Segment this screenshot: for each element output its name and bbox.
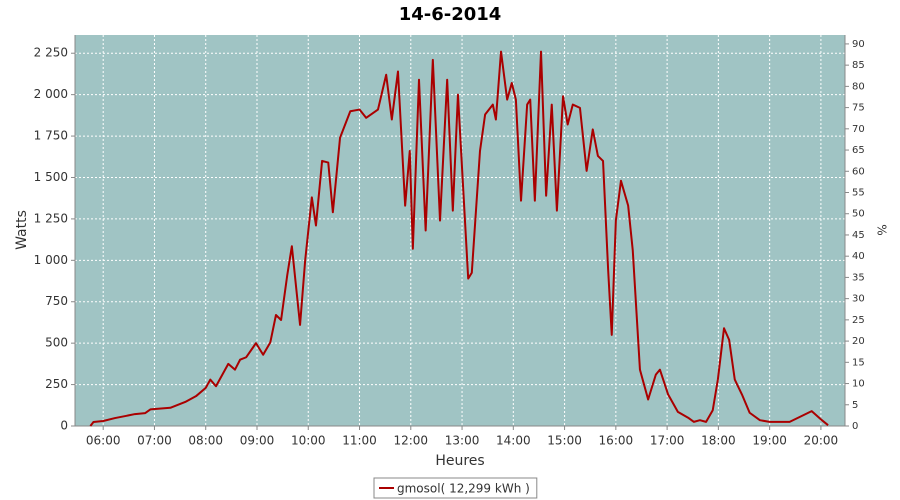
y2-tick-label: 30 xyxy=(852,294,865,305)
y2-tick-label: 90 xyxy=(852,39,865,50)
y-tick-label: 1 750 xyxy=(34,129,68,143)
x-tick-label: 16:00 xyxy=(599,434,634,448)
legend-label: gmosol( 12,299 kWh ) xyxy=(397,482,530,496)
y-tick-label: 2 000 xyxy=(34,87,68,101)
x-tick-label: 06:00 xyxy=(86,434,121,448)
y2-tick-label: 70 xyxy=(852,124,865,135)
y2-tick-label: 15 xyxy=(852,357,865,368)
legend-box xyxy=(373,477,538,499)
x-tick-label: 07:00 xyxy=(137,434,172,448)
y2-tick-label: 55 xyxy=(852,188,865,199)
x-tick-label: 10:00 xyxy=(291,434,326,448)
y-tick-label: 1 250 xyxy=(34,211,68,225)
y2-tick-label: 35 xyxy=(852,272,865,283)
x-tick-label: 18:00 xyxy=(701,434,736,448)
y2-tick-label: 80 xyxy=(852,81,865,92)
x-tick-label: 15:00 xyxy=(547,434,582,448)
y2-tick-label: 60 xyxy=(852,166,865,177)
y-tick-label: 1 500 xyxy=(34,170,68,184)
plot-area xyxy=(75,35,845,426)
y-tick-label: 500 xyxy=(45,336,68,350)
y2-tick-label: 85 xyxy=(852,60,865,71)
y2-tick-label: 0 xyxy=(852,421,858,432)
y2-tick-label: 20 xyxy=(852,336,865,347)
x-tick-label: 09:00 xyxy=(240,434,275,448)
x-tick-label: 17:00 xyxy=(650,434,685,448)
x-tick-label: 11:00 xyxy=(342,434,377,448)
y-tick-label: 0 xyxy=(60,419,68,433)
y2-tick-label: 50 xyxy=(852,209,865,220)
y2-tick-label: 45 xyxy=(852,230,865,241)
x-tick-label: 12:00 xyxy=(393,434,428,448)
y2-tick-label: 10 xyxy=(852,379,865,390)
y-tick-label: 1 000 xyxy=(34,253,68,267)
x-tick-label: 20:00 xyxy=(804,434,839,448)
y2-axis-label: % xyxy=(875,224,889,235)
x-tick-label: 14:00 xyxy=(496,434,531,448)
x-tick-label: 19:00 xyxy=(752,434,787,448)
x-tick-label: 08:00 xyxy=(188,434,223,448)
chart-title: 14-6-2014 xyxy=(399,4,502,25)
y2-tick-label: 25 xyxy=(852,315,865,326)
y2-tick-label: 65 xyxy=(852,145,865,156)
y2-tick-label: 40 xyxy=(852,251,865,262)
series-line xyxy=(89,50,829,427)
x-tick-label: 13:00 xyxy=(445,434,480,448)
y-axis-label: Watts xyxy=(14,210,30,250)
y2-tick-label: 5 xyxy=(852,400,858,411)
x-axis-label: Heures xyxy=(435,453,484,469)
y-tick-label: 750 xyxy=(45,294,68,308)
y-tick-label: 2 250 xyxy=(34,46,68,60)
y2-tick-label: 75 xyxy=(852,103,865,114)
y-tick-label: 250 xyxy=(45,377,68,391)
